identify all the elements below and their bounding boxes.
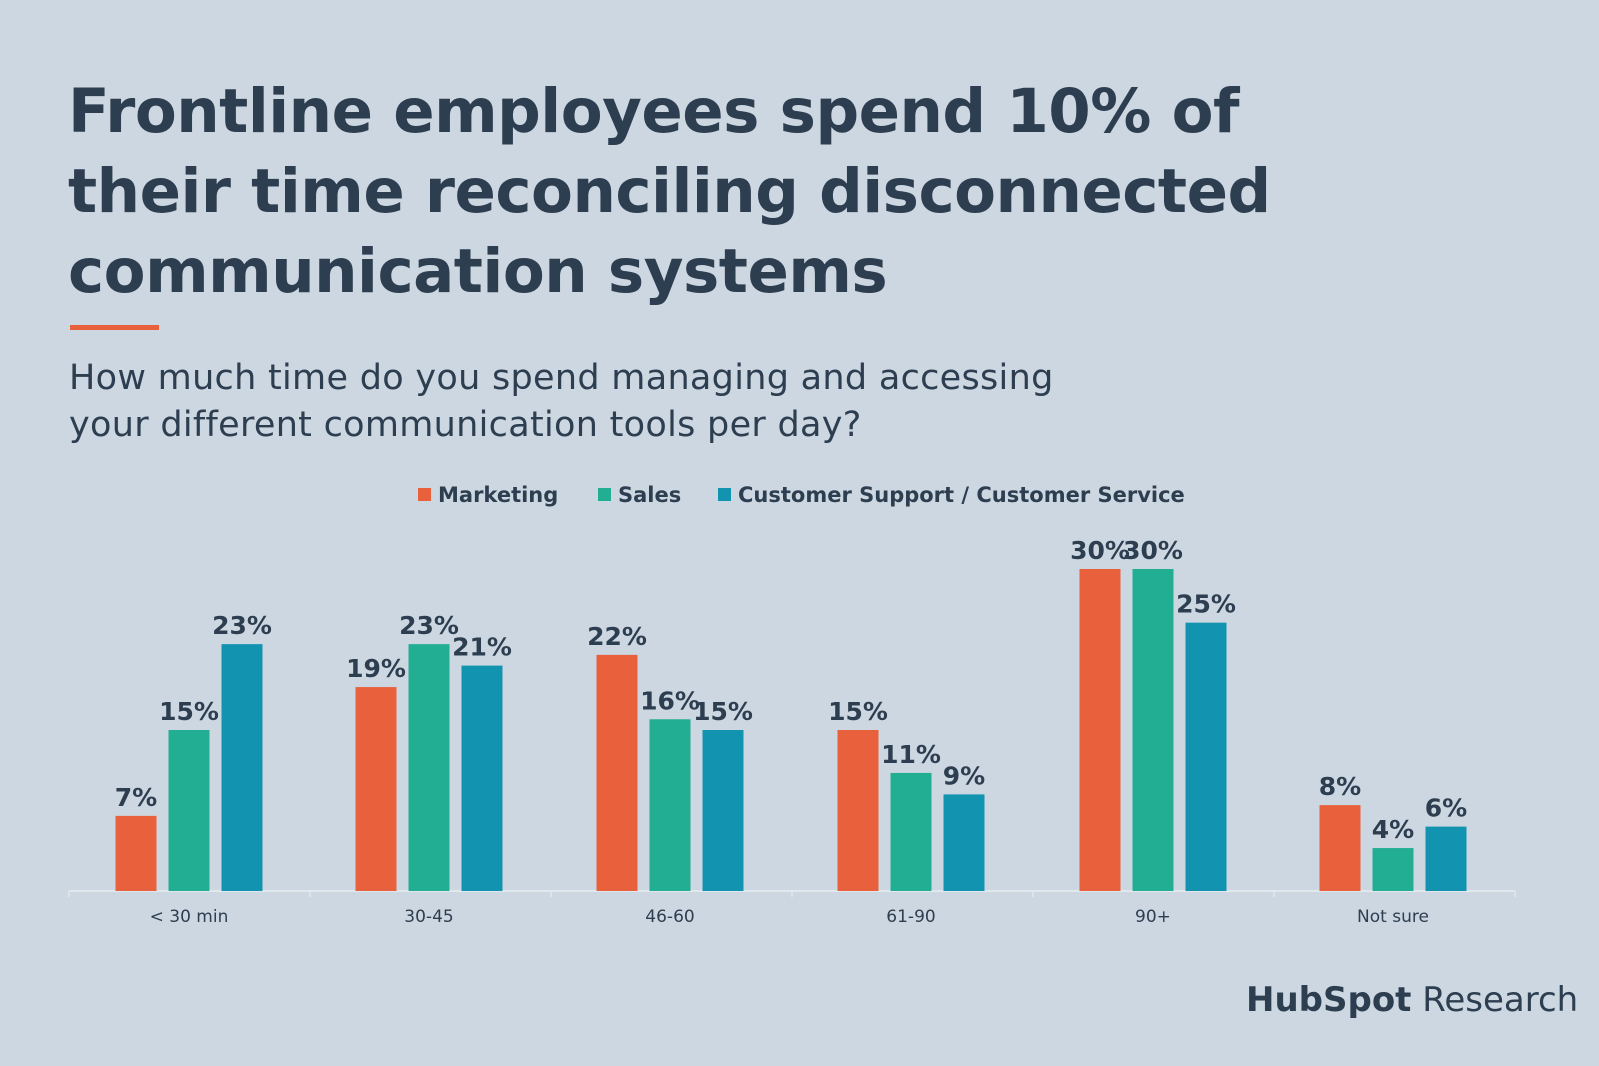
data-label: 25%	[1176, 590, 1236, 619]
hubspot-research-logo: HubSpot Research	[1246, 980, 1578, 1020]
bar	[221, 644, 263, 891]
data-label: 11%	[881, 740, 941, 769]
data-label: 19%	[346, 654, 406, 683]
bar	[1079, 569, 1121, 891]
bar	[702, 730, 744, 891]
subtitle-line: your different communication tools per d…	[69, 405, 862, 445]
legend-label: Sales	[618, 483, 681, 507]
bar	[837, 730, 879, 891]
bar	[461, 665, 503, 891]
data-label: 22%	[587, 622, 647, 651]
bar	[408, 644, 450, 891]
data-label: 6%	[1425, 794, 1467, 823]
title-line: their time reconciling disconnected	[68, 156, 1271, 227]
chart-subtitle: How much time do you spend managing and …	[69, 355, 1269, 449]
bar	[115, 815, 157, 891]
data-label: 21%	[452, 633, 512, 662]
title-line: Frontline employees spend 10% of	[68, 76, 1240, 147]
data-label: 23%	[399, 611, 459, 640]
x-tick-label: 30-45	[404, 907, 453, 927]
bar	[596, 654, 638, 891]
subtitle-line: How much time do you spend managing and …	[69, 358, 1054, 398]
legend-swatch	[718, 488, 731, 501]
legend-label: Customer Support / Customer Service	[738, 483, 1185, 507]
data-label: 7%	[115, 783, 157, 812]
bar	[1132, 569, 1174, 891]
x-tick-label: 61-90	[886, 907, 935, 927]
data-label: 23%	[212, 611, 272, 640]
x-tick-label: 46-60	[645, 907, 694, 927]
bar	[1185, 622, 1227, 891]
bar	[1372, 848, 1414, 891]
bar	[355, 687, 397, 891]
logo-suffix: Research	[1422, 980, 1579, 1020]
data-label: 4%	[1372, 815, 1414, 844]
data-label: 30%	[1070, 536, 1130, 565]
bar	[1319, 805, 1361, 891]
bar	[168, 730, 210, 891]
data-label: 15%	[693, 697, 753, 726]
data-label: 15%	[828, 697, 888, 726]
bar	[890, 772, 932, 891]
legend-swatch	[598, 488, 611, 501]
x-tick-label: Not sure	[1357, 907, 1429, 927]
x-tick-label: < 30 min	[150, 907, 229, 927]
legend-label: Marketing	[438, 483, 558, 507]
bar	[1425, 826, 1467, 891]
x-tick-label: 90+	[1135, 907, 1171, 927]
data-label: 15%	[159, 697, 219, 726]
title-line: communication systems	[68, 236, 888, 307]
logo-text: HubSpot	[1246, 980, 1412, 1020]
data-label: 16%	[640, 686, 700, 715]
chart-title: Frontline employees spend 10% of their t…	[68, 72, 1368, 312]
data-label: 9%	[943, 761, 985, 790]
accent-divider	[70, 325, 159, 330]
data-label: 8%	[1319, 772, 1361, 801]
bar	[649, 719, 691, 891]
bar	[943, 794, 985, 891]
legend-swatch	[418, 488, 431, 501]
data-label: 30%	[1123, 536, 1183, 565]
